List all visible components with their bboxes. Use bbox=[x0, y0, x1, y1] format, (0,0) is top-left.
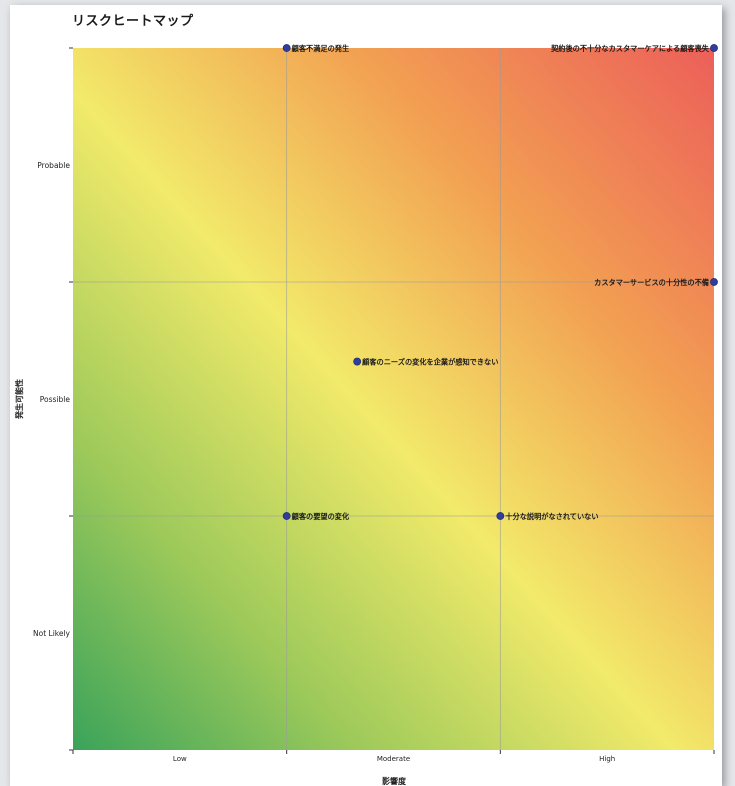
data-point bbox=[282, 512, 291, 520]
data-point-label: カスタマーサービスの十分性の不備 bbox=[594, 278, 709, 287]
chart-card: リスクヒートマップ Low Moderate High Not Likely Possi… bbox=[10, 5, 722, 786]
x-tick-label: Moderate bbox=[377, 755, 410, 763]
x-tick-label: High bbox=[599, 755, 615, 763]
data-point-label: 顧客の要望の変化 bbox=[292, 512, 350, 521]
data-points bbox=[282, 44, 718, 520]
data-point bbox=[282, 44, 291, 52]
y-tick-label: Probable bbox=[37, 161, 70, 170]
x-axis-label: 影響度 bbox=[382, 776, 407, 786]
data-point bbox=[710, 278, 718, 286]
chart-title: リスクヒートマップ bbox=[72, 14, 194, 29]
point-labels: 顧客不満足の発生 契約後の不十分なカスタマーケアによる顧客喪失カスタマーサービスの… bbox=[292, 44, 710, 521]
data-point-label: 顧客のニーズの変化を企業が感知できない bbox=[362, 358, 498, 367]
data-point-label: 顧客不満足の発生 bbox=[292, 44, 350, 53]
x-tick-label: Low bbox=[173, 755, 187, 763]
axes bbox=[69, 47, 715, 754]
y-tick-label: Not Likely bbox=[33, 629, 71, 638]
data-point-label: 十分な説明がなされていない bbox=[505, 512, 598, 521]
y-axis-label: 発生可能性 bbox=[14, 379, 24, 420]
data-point-label: 契約後の不十分なカスタマーケアによる顧客喪失 bbox=[550, 44, 710, 53]
heat-background bbox=[73, 48, 714, 750]
heatmap-chart: Low Moderate High Not Likely Possible Probabl… bbox=[14, 44, 718, 786]
grid-lines bbox=[73, 48, 714, 750]
data-point bbox=[710, 44, 718, 52]
data-point bbox=[353, 357, 362, 366]
data-point bbox=[496, 512, 505, 520]
y-tick-label: Possible bbox=[40, 395, 71, 404]
tick-labels: Low Moderate High Not Likely Possible Probabl… bbox=[33, 161, 615, 763]
